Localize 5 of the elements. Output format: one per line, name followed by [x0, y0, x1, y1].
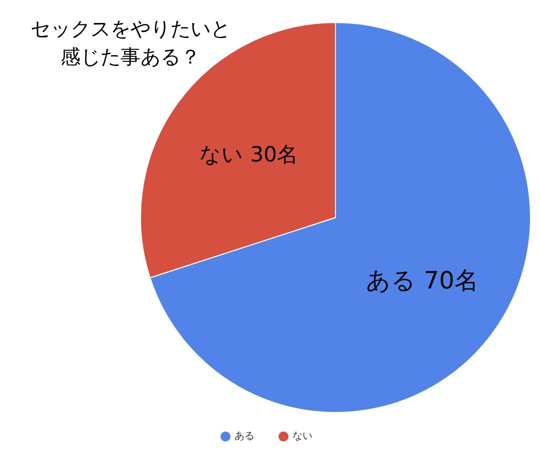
legend-label: ある	[234, 431, 254, 442]
chart-title: セックスをやりたいと感じた事ある？	[30, 16, 230, 68]
data-label: ある 70名	[366, 266, 478, 295]
data-label: ない 30名	[200, 142, 298, 166]
legend-label: ない	[292, 431, 312, 442]
